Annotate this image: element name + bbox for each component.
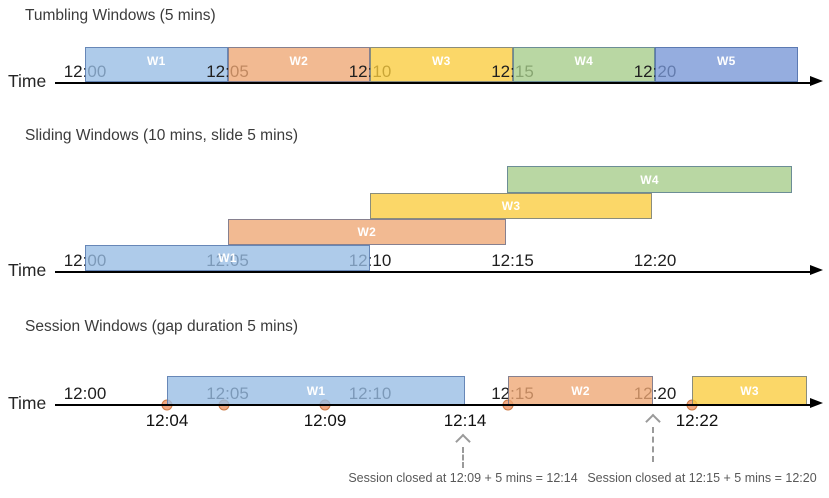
tick-label-12-10: 12:10 <box>348 62 392 81</box>
tick-label-12-05: 12:05 <box>206 384 249 403</box>
tumbling-section-title: Tumbling Windows (5 mins) <box>25 7 216 24</box>
window-label: W1 <box>218 251 237 265</box>
tick-label-12-00: 12:00 <box>63 251 107 270</box>
window-label: W1 <box>146 53 166 68</box>
timeline-arrowhead-icon <box>810 265 823 276</box>
time-axis-label: Time <box>8 71 47 91</box>
window-label: W2 <box>357 225 377 239</box>
timeline-axis <box>55 403 810 407</box>
window-label: W4 <box>640 172 659 187</box>
session-close-arrow-stem <box>462 447 464 468</box>
tumbling-window-w4-box: W4 <box>512 47 655 82</box>
event-time-label-12-04: 12:04 <box>145 411 189 430</box>
session-close-arrow-stem <box>652 427 654 462</box>
window-label: W3 <box>431 53 451 68</box>
event-dot-12-09 <box>319 399 331 411</box>
event-time-label-12-22: 12:22 <box>675 411 719 430</box>
tumbling-window-w5-box: W5 <box>655 47 798 82</box>
session-section-title: Session Windows (gap duration 5 mins) <box>25 318 299 335</box>
window-label: W5 <box>716 53 736 68</box>
window-label: W2 <box>289 53 309 68</box>
event-dot <box>502 399 514 411</box>
tumbling-window-w3-box: W3 <box>370 47 513 82</box>
tick-label-12-15: 12:15 <box>491 62 534 81</box>
event-dot <box>218 399 230 411</box>
tick-label-12-15: 12:15 <box>491 384 534 403</box>
window-label: W3 <box>501 199 521 213</box>
timeline-arrowhead-icon <box>810 76 823 87</box>
sliding-window-w3-box: W3 <box>370 193 652 219</box>
event-dot-12-22 <box>686 399 698 411</box>
session-window-w2-box: W2 <box>508 376 653 405</box>
window-label: W3 <box>740 383 759 398</box>
time-axis-label: Time <box>8 393 47 413</box>
timeline-axis <box>55 81 810 85</box>
session-close-annotation: Session closed at 12:15 + 5 mins = 12:20 <box>587 471 817 485</box>
tick-label-12-00: 12:00 <box>63 384 107 403</box>
tick-label-12-20: 12:20 <box>633 251 677 270</box>
tick-label-12-10: 12:10 <box>348 251 392 270</box>
tick-label-12-20: 12:20 <box>633 62 677 81</box>
sliding-section-title: Sliding Windows (10 mins, slide 5 mins) <box>25 127 299 144</box>
tick-label-12-10: 12:10 <box>348 384 392 403</box>
timeline-axis <box>55 270 810 274</box>
event-time-label-12-14: 12:14 <box>443 411 487 430</box>
session-window-w1-box: W1 <box>167 376 465 405</box>
window-label: W4 <box>574 53 594 68</box>
session-close-arrow-icon <box>645 413 661 430</box>
sliding-window-w2-box: W2 <box>227 219 506 245</box>
event-dot-12-04 <box>161 399 173 411</box>
tick-label-12-00: 12:00 <box>63 62 107 81</box>
tick-label-12-15: 12:15 <box>491 251 534 270</box>
window-label: W2 <box>571 383 590 398</box>
tick-label-12-05: 12:05 <box>206 62 249 81</box>
sliding-window-w1-box: W1 <box>85 245 370 271</box>
tumbling-window-w1-box: W1 <box>85 47 228 82</box>
tumbling-window-w2-box: W2 <box>227 47 370 82</box>
session-close-arrow-icon <box>455 433 471 450</box>
session-window-w3-box: W3 <box>692 376 807 405</box>
tick-label-12-20: 12:20 <box>633 384 677 403</box>
sliding-window-w4-box: W4 <box>507 166 792 193</box>
time-axis-label: Time <box>8 260 47 280</box>
timeline-arrowhead-icon <box>810 398 823 409</box>
event-time-label-12-09: 12:09 <box>303 411 347 430</box>
session-close-annotation: Session closed at 12:09 + 5 mins = 12:14 <box>348 471 578 485</box>
window-label: W1 <box>306 383 326 398</box>
tick-label-12-05: 12:05 <box>206 251 249 270</box>
